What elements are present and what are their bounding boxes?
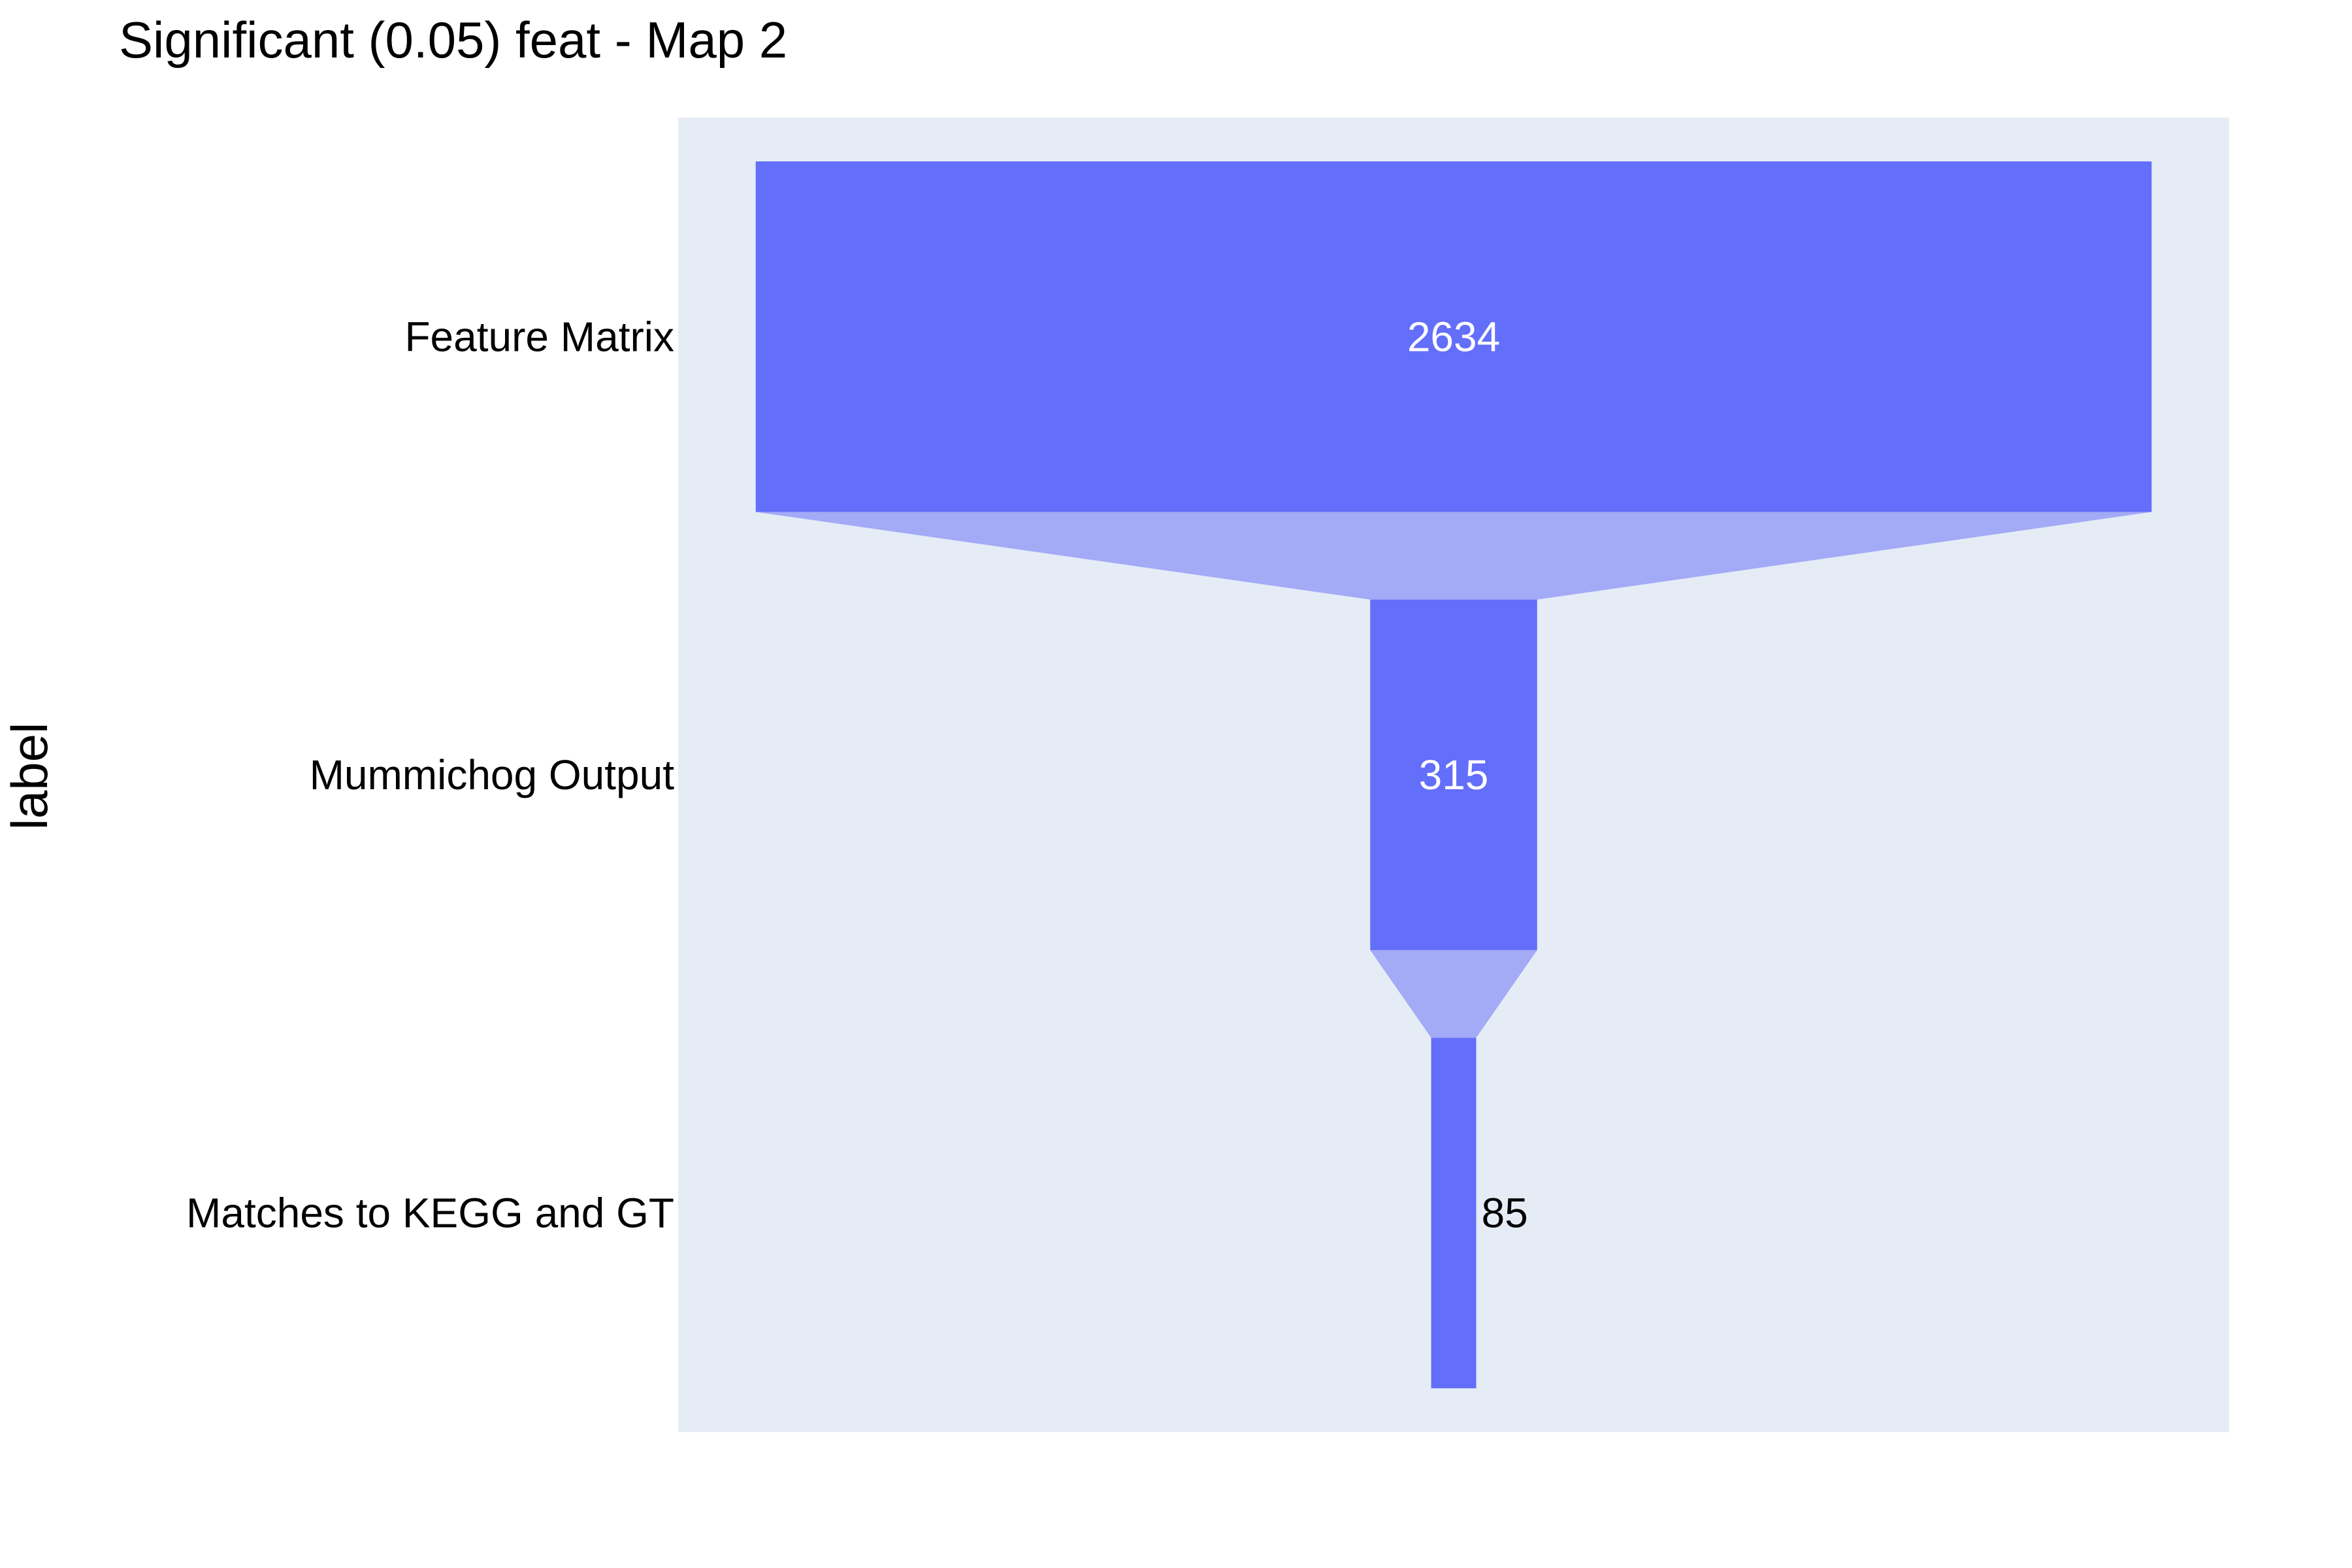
value-label: 315 [1419,751,1489,798]
funnel-connector [755,512,2152,600]
funnel-connectors [755,512,2152,1038]
value-label: 85 [1481,1190,1527,1237]
value-label: 2634 [1407,313,1500,360]
y-axis-label: label [1,723,58,830]
value-labels: 2634 315 85 [1407,313,1528,1236]
funnel-bar [1370,599,1537,951]
funnel-bars [755,161,2152,1388]
chart-title: Significant (0.05) feat - Map 2 [119,11,787,69]
funnel-connector [1370,950,1537,1038]
category-label: Feature Matrix [404,313,674,360]
category-labels: Feature Matrix Mummichog Output Matches to… [186,313,674,1236]
funnel-bar [755,161,2152,512]
funnel-bar [1431,1037,1477,1388]
category-label: Matches to KEGG and GT [186,1190,674,1237]
category-label: Mummichog Output [310,751,675,798]
